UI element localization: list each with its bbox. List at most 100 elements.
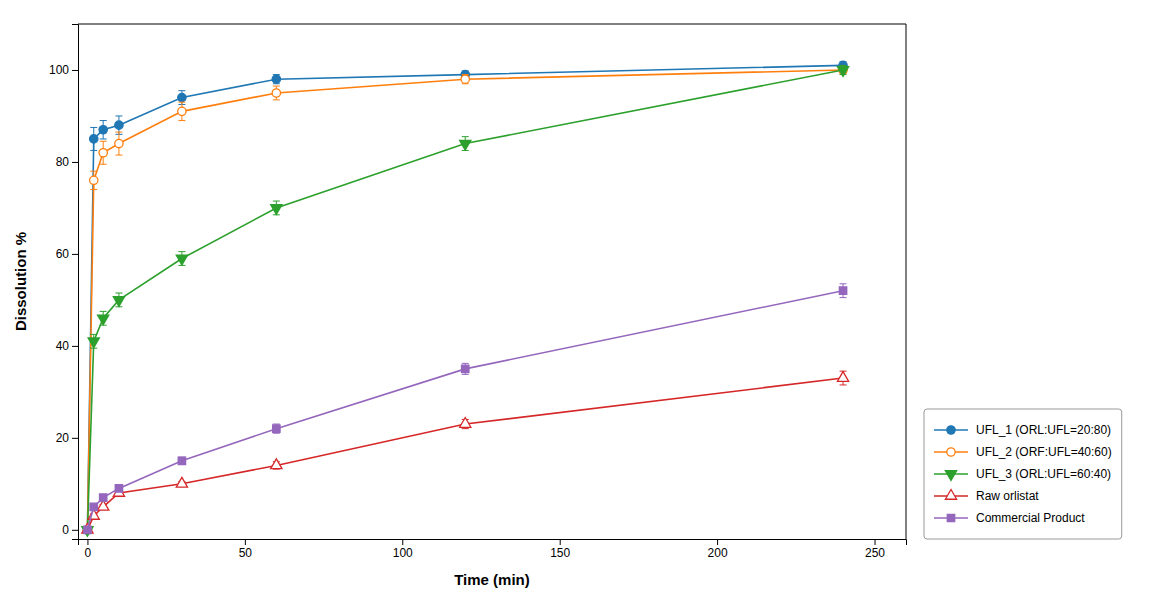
legend-marker <box>945 489 956 499</box>
background <box>0 0 1161 601</box>
y-tick: 100 <box>49 63 78 77</box>
x-tick-label: 50 <box>239 546 253 560</box>
point <box>271 205 282 215</box>
error-bar <box>100 121 107 139</box>
point <box>273 425 280 432</box>
legend: UFL_1 (ORL:UFL=20:80) UFL_2 (ORF:UFL=40:6… <box>924 409 1122 539</box>
legend-box <box>924 409 1122 539</box>
frame-top <box>78 24 906 25</box>
y-tick-label: 20 <box>56 431 70 445</box>
x-axis: 0 50 100 150 200 250 <box>79 539 907 560</box>
legend-label: UFL_1 (ORL:UFL=20:80) <box>976 423 1111 437</box>
legend-marker <box>947 426 955 434</box>
point <box>90 135 98 143</box>
point <box>98 315 109 325</box>
point <box>82 527 93 537</box>
point <box>837 67 848 77</box>
y-tick: 60 <box>56 247 78 261</box>
x-axis-title: Time (min) <box>454 571 530 588</box>
error-bar <box>273 424 280 433</box>
y-tick-mark <box>72 346 78 347</box>
point <box>115 139 123 147</box>
legend-label: Raw orlistat <box>976 489 1039 503</box>
legend-item: UFL_1 (ORL:UFL=20:80) <box>934 423 1111 437</box>
legend-label: UFL_2 (ORF:UFL=40:60) <box>976 445 1112 459</box>
series <box>84 284 847 534</box>
point <box>178 93 186 101</box>
point <box>99 494 106 501</box>
x-tick-label: 150 <box>550 546 570 560</box>
legend-marker <box>947 448 955 456</box>
point <box>83 526 91 534</box>
x-tick-label: 200 <box>708 546 728 560</box>
point <box>99 126 107 134</box>
y-tick-label: 100 <box>49 63 69 77</box>
series <box>83 66 847 534</box>
point <box>115 121 123 129</box>
x-tick-mark <box>717 539 718 545</box>
point <box>839 287 846 294</box>
x-tick: 150 <box>550 539 570 560</box>
point <box>460 418 471 428</box>
error-bar <box>178 102 185 120</box>
x-axis-line <box>79 540 907 546</box>
x-tick: 200 <box>708 539 728 560</box>
legend-label: UFL_3 (ORL:UFL=60:40) <box>976 467 1111 481</box>
error-bar <box>115 132 122 155</box>
x-tick: 100 <box>393 539 413 560</box>
point <box>837 372 848 382</box>
y-tick-mark <box>72 530 78 531</box>
point <box>461 75 469 83</box>
point <box>176 255 187 265</box>
error-bar <box>462 75 469 84</box>
y-tick-mark <box>72 70 78 71</box>
series-line <box>87 291 843 530</box>
y-tick: 0 <box>62 523 78 537</box>
y-tick: 40 <box>56 339 78 353</box>
y-tick-label: 40 <box>56 339 70 353</box>
plot: 0 50 100 150 200 250 0 20 40 60 80 100 Time (min) Dis… <box>12 24 1122 588</box>
series-line <box>87 70 843 530</box>
y-axis-line <box>72 25 79 540</box>
x-tick-mark <box>875 539 876 545</box>
point <box>83 526 91 534</box>
point <box>272 75 280 83</box>
frame-right <box>906 24 907 539</box>
legend-marker <box>947 514 954 521</box>
point <box>99 149 107 157</box>
x-tick-mark <box>402 539 403 545</box>
x-tick-mark <box>245 539 246 545</box>
series <box>82 65 849 536</box>
point <box>178 457 185 464</box>
point <box>176 477 187 487</box>
y-tick-label: 60 <box>56 247 70 261</box>
series-line <box>87 70 843 530</box>
error-bar <box>273 86 280 100</box>
y-tick: 80 <box>56 155 78 169</box>
legend-label: Commercial Product <box>976 511 1085 525</box>
point <box>115 485 122 492</box>
y-tick-mark <box>72 254 78 255</box>
y-tick-mark <box>72 162 78 163</box>
error-bar <box>840 284 847 298</box>
point <box>90 176 98 184</box>
x-tick: 0 <box>85 539 92 560</box>
point <box>90 503 97 510</box>
y-tick: 20 <box>56 431 78 445</box>
x-tick-label: 0 <box>85 546 92 560</box>
series <box>83 61 847 534</box>
x-tick: 250 <box>865 539 885 560</box>
y-tick-label: 80 <box>56 155 70 169</box>
x-tick-mark <box>87 539 88 545</box>
legend-item: UFL_3 (ORL:UFL=60:40) <box>934 467 1111 481</box>
y-tick-mark <box>72 438 78 439</box>
y-axis-title: Dissolution % <box>12 232 29 331</box>
error-bar <box>178 457 185 464</box>
legend-item: Commercial Product <box>934 511 1085 525</box>
x-tick: 50 <box>239 539 253 560</box>
series <box>82 371 849 533</box>
point <box>84 526 91 533</box>
error-bar <box>273 75 280 84</box>
point <box>113 297 124 307</box>
error-bar <box>462 363 469 374</box>
